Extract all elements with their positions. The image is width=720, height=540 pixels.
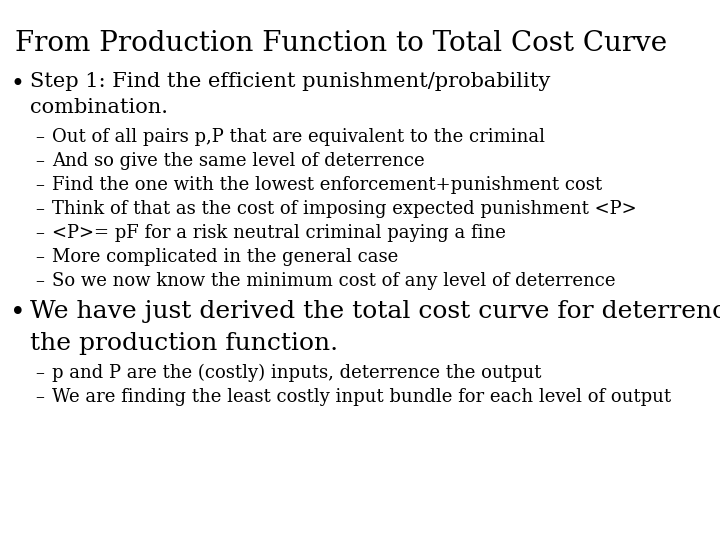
Text: <P>= pF for a risk neutral criminal paying a fine: <P>= pF for a risk neutral criminal payi…	[52, 224, 506, 242]
Text: •: •	[10, 300, 26, 326]
Text: More complicated in the general case: More complicated in the general case	[52, 248, 398, 266]
Text: From Production Function to Total Cost Curve: From Production Function to Total Cost C…	[15, 30, 667, 57]
Text: –: –	[35, 152, 44, 170]
Text: We are finding the least costly input bundle for each level of output: We are finding the least costly input bu…	[52, 388, 671, 406]
Text: –: –	[35, 388, 44, 406]
Text: •: •	[10, 72, 24, 96]
Text: Out of all pairs p,P that are equivalent to the criminal: Out of all pairs p,P that are equivalent…	[52, 128, 545, 146]
Text: –: –	[35, 200, 44, 218]
Text: So we now know the minimum cost of any level of deterrence: So we now know the minimum cost of any l…	[52, 272, 616, 290]
Text: the production function.: the production function.	[30, 332, 338, 355]
Text: We have just derived the total cost curve for deterrence from: We have just derived the total cost curv…	[30, 300, 720, 323]
Text: combination.: combination.	[30, 98, 168, 117]
Text: p and P are the (costly) inputs, deterrence the output: p and P are the (costly) inputs, deterre…	[52, 364, 541, 382]
Text: –: –	[35, 176, 44, 194]
Text: And so give the same level of deterrence: And so give the same level of deterrence	[52, 152, 425, 170]
Text: –: –	[35, 128, 44, 146]
Text: Think of that as the cost of imposing expected punishment <P>: Think of that as the cost of imposing ex…	[52, 200, 636, 218]
Text: –: –	[35, 272, 44, 290]
Text: Find the one with the lowest enforcement+punishment cost: Find the one with the lowest enforcement…	[52, 176, 602, 194]
Text: –: –	[35, 224, 44, 242]
Text: Step 1: Find the efficient punishment/probability: Step 1: Find the efficient punishment/pr…	[30, 72, 550, 91]
Text: –: –	[35, 248, 44, 266]
Text: –: –	[35, 364, 44, 382]
